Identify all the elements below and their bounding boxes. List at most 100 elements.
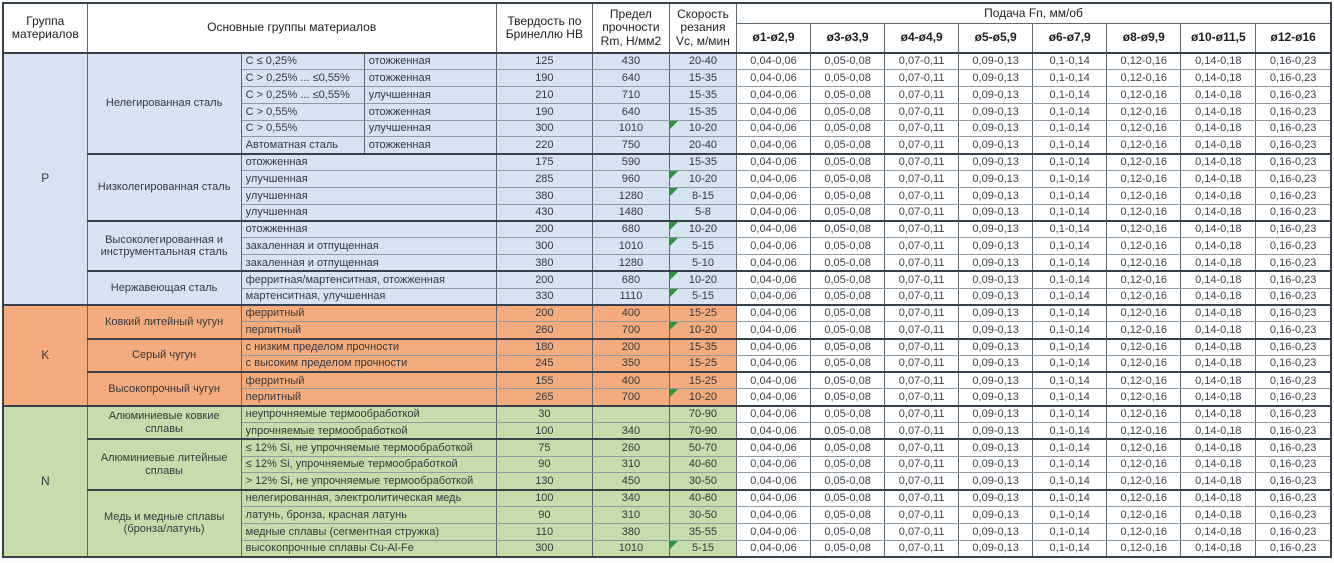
hardness-cell: 190	[495, 69, 593, 88]
hardness-cell: 200	[495, 219, 593, 239]
feed-value-cell-3: 0,09-0,13	[958, 422, 1034, 440]
feed-value-cell-6: 0,14-0,18	[1180, 404, 1257, 424]
hardness-cell: 220	[495, 136, 593, 155]
material-desc-cell: отожженная	[240, 219, 497, 239]
hardness-cell: 90	[495, 455, 593, 474]
cutting-speed-cell: 5-15	[668, 287, 738, 306]
header-cutting-speed: Скорость резания Vc, м/мин	[668, 2, 738, 54]
feed-value-cell-0: 0,04-0,06	[735, 86, 812, 104]
feed-value-cell-4: 0,1-0,14	[1032, 321, 1108, 340]
feed-value-cell-0: 0,04-0,06	[735, 539, 812, 558]
cutting-speed-cell: 15-25	[668, 371, 738, 390]
feed-value-cell-0: 0,04-0,06	[735, 270, 812, 289]
feed-value-cell-4: 0,1-0,14	[1032, 371, 1108, 390]
feed-value-cell-7: 0,16-0,23	[1255, 69, 1332, 88]
feed-value-cell-1: 0,05-0,08	[810, 136, 886, 155]
feed-value-cell-7: 0,16-0,23	[1255, 522, 1332, 541]
feed-value-cell-5: 0,12-0,16	[1106, 254, 1182, 272]
hardness-cell: 125	[495, 52, 593, 71]
feed-value-cell-2: 0,07-0,11	[884, 506, 960, 524]
feed-value-cell-5: 0,12-0,16	[1106, 337, 1182, 356]
feed-value-cell-0: 0,04-0,06	[735, 522, 812, 541]
feed-value-cell-3: 0,09-0,13	[958, 237, 1034, 256]
feed-value-cell-1: 0,05-0,08	[810, 539, 886, 558]
table-row: высокопрочные сплавы Cu-Al-Fe 300 1010 5-15…	[3, 539, 1332, 558]
cutting-speed-cell: 20-40	[668, 52, 738, 71]
cutting-speed-cell: 30-50	[668, 506, 738, 524]
feed-value-cell-1: 0,05-0,08	[810, 287, 886, 306]
feed-value-cell-1: 0,05-0,08	[810, 170, 886, 188]
comment-triangle-icon	[670, 188, 678, 196]
feed-value-cell-7: 0,16-0,23	[1255, 404, 1332, 424]
feed-value-cell-5: 0,12-0,16	[1106, 422, 1182, 440]
feed-value-cell-7: 0,16-0,23	[1255, 52, 1332, 71]
feed-value-cell-2: 0,07-0,11	[884, 522, 960, 541]
feed-value-cell-7: 0,16-0,23	[1255, 237, 1332, 256]
feed-value-cell-7: 0,16-0,23	[1255, 438, 1332, 457]
header-feed-title: Подача Fn, мм/об	[736, 2, 1332, 24]
feed-value-cell-5: 0,12-0,16	[1106, 488, 1182, 508]
feed-value-cell-0: 0,04-0,06	[735, 203, 812, 222]
feed-value-cell-4: 0,1-0,14	[1032, 422, 1108, 440]
feed-value-cell-0: 0,04-0,06	[735, 237, 812, 256]
table-row: перлитный 265 700 10-20 0,04-0,06 0,05-0,08 0,…	[3, 388, 1332, 407]
header-strength-limit: Предел прочности Rm, Н/мм2	[591, 2, 670, 54]
feed-value-cell-3: 0,09-0,13	[958, 219, 1034, 239]
feed-value-cell-4: 0,1-0,14	[1032, 152, 1108, 172]
feed-value-cell-6: 0,14-0,18	[1180, 152, 1257, 172]
strength-cell: 1110	[591, 287, 670, 306]
feed-value-cell-6: 0,14-0,18	[1180, 69, 1257, 88]
subgroup-name-cell: Нелегированная сталь	[86, 52, 242, 155]
hardness-cell: 430	[495, 203, 593, 222]
feed-value-cell-3: 0,09-0,13	[958, 287, 1034, 306]
hardness-cell: 380	[495, 186, 593, 205]
feed-value-cell-1: 0,05-0,08	[810, 303, 886, 323]
feed-value-cell-4: 0,1-0,14	[1032, 270, 1108, 289]
material-desc-cell: упрочняемые термообработкой	[240, 422, 497, 440]
feed-value-cell-2: 0,07-0,11	[884, 254, 960, 272]
feed-value-cell-5: 0,12-0,16	[1106, 203, 1182, 222]
feed-value-cell-0: 0,04-0,06	[735, 388, 812, 407]
feed-value-cell-1: 0,05-0,08	[810, 119, 886, 138]
strength-cell: 1010	[591, 539, 670, 558]
material-desc-cell: ферритный	[240, 303, 497, 323]
feed-value-cell-1: 0,05-0,08	[810, 522, 886, 541]
feed-value-cell-4: 0,1-0,14	[1032, 102, 1108, 121]
feed-value-cell-4: 0,1-0,14	[1032, 404, 1108, 424]
material-desc-cell: C > 0,25% ... ≤0,55%	[240, 69, 365, 88]
feed-value-cell-2: 0,07-0,11	[884, 152, 960, 172]
feed-value-cell-2: 0,07-0,11	[884, 422, 960, 440]
feed-value-cell-0: 0,04-0,06	[735, 337, 812, 356]
feed-value-cell-5: 0,12-0,16	[1106, 438, 1182, 457]
material-desc-cell: отожженная	[240, 152, 497, 172]
hardness-cell: 75	[495, 438, 593, 457]
cutting-speed-cell: 15-25	[668, 303, 738, 323]
cutting-speed-cell: 10-20	[668, 321, 738, 340]
feed-value-cell-5: 0,12-0,16	[1106, 152, 1182, 172]
hardness-cell: 285	[495, 170, 593, 188]
hardness-cell: 200	[495, 270, 593, 289]
hardness-cell: 245	[495, 354, 593, 373]
material-desc-cell: медные сплавы (сегментная стружка)	[240, 522, 497, 541]
feed-value-cell-1: 0,05-0,08	[810, 404, 886, 424]
feed-value-cell-5: 0,12-0,16	[1106, 102, 1182, 121]
feed-value-cell-1: 0,05-0,08	[810, 69, 886, 88]
cutting-speed-cell: 30-50	[668, 472, 738, 491]
feed-value-cell-5: 0,12-0,16	[1106, 506, 1182, 524]
feed-value-cell-5: 0,12-0,16	[1106, 186, 1182, 205]
strength-cell	[591, 404, 670, 424]
hardness-cell: 90	[495, 506, 593, 524]
feed-value-cell-1: 0,05-0,08	[810, 186, 886, 205]
group-letter-cell-K: K	[2, 303, 88, 407]
feed-value-cell-4: 0,1-0,14	[1032, 119, 1108, 138]
feed-value-cell-5: 0,12-0,16	[1106, 270, 1182, 289]
feed-value-cell-0: 0,04-0,06	[735, 69, 812, 88]
hardness-cell: 130	[495, 472, 593, 491]
cutting-speed-cell: 10-20	[668, 170, 738, 188]
feed-value-cell-7: 0,16-0,23	[1255, 186, 1332, 205]
material-desc-cell: C > 0,25% ... ≤0,55%	[240, 86, 365, 104]
treatment-cell: отожженная	[363, 69, 497, 88]
feed-value-cell-6: 0,14-0,18	[1180, 287, 1257, 306]
feed-value-cell-7: 0,16-0,23	[1255, 203, 1332, 222]
